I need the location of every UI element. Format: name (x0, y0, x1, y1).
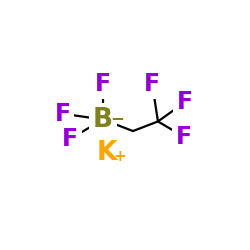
Text: F: F (54, 102, 71, 126)
Text: K: K (97, 140, 117, 166)
Text: F: F (176, 125, 192, 149)
Text: +: + (113, 148, 126, 164)
Text: F: F (62, 127, 78, 151)
Text: B: B (93, 106, 113, 132)
Text: F: F (95, 72, 111, 96)
Text: F: F (177, 90, 193, 114)
Text: F: F (144, 72, 160, 96)
Text: −: − (110, 108, 124, 126)
